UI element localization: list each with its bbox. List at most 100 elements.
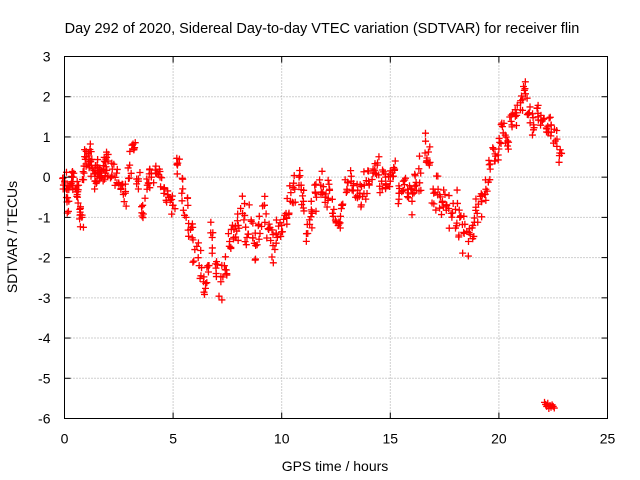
data-point-cloud: [295, 181, 303, 189]
data-point-cloud: [261, 192, 269, 200]
data-point-cloud: [272, 239, 280, 247]
data-point-cloud: [68, 168, 76, 176]
data-point-cloud: [540, 115, 548, 123]
data-point-cloud: [453, 199, 461, 207]
data-point-cloud: [468, 224, 476, 232]
data-point-cloud: [277, 228, 285, 236]
data-point-cloud: [502, 133, 510, 141]
data-point-cloud: [185, 220, 193, 228]
data-point-cloud: [181, 211, 189, 219]
data-point-cloud: [272, 231, 280, 239]
x-tick-label: 15: [383, 431, 399, 447]
data-point-cloud: [408, 185, 416, 193]
data-point-cloud: [223, 270, 231, 278]
data-point-cloud: [296, 172, 304, 180]
data-point-cloud: [408, 211, 416, 219]
data-point-cloud: [103, 153, 111, 161]
data-point-cloud: [122, 202, 130, 210]
data-point: [451, 205, 459, 213]
data-point-cloud: [452, 224, 460, 232]
data-point: [456, 213, 464, 221]
data-point: [408, 197, 416, 205]
data-point-cloud: [342, 188, 350, 196]
data-point-cloud: [251, 255, 259, 263]
data-point: [378, 177, 386, 185]
data-point-cloud: [160, 184, 168, 192]
data-point-cloud: [205, 262, 213, 270]
data-point-cloud: [113, 165, 121, 173]
data-point-cloud: [324, 176, 332, 184]
data-point-cloud: [146, 184, 154, 192]
data-point-cloud: [329, 212, 337, 220]
data-point-cloud: [307, 213, 315, 221]
data-point: [421, 149, 429, 157]
data-point-cloud: [312, 207, 320, 215]
data-point-cloud: [146, 165, 154, 173]
data-point-cloud: [523, 111, 531, 119]
y-tick-label: -1: [38, 209, 51, 225]
data-point-cloud: [324, 196, 332, 204]
data-point-cloud: [517, 99, 525, 107]
data-point-cloud: [87, 172, 95, 180]
data-point-cloud: [478, 198, 486, 206]
data-point-cloud: [173, 170, 181, 178]
data-point-cloud: [204, 268, 212, 276]
data-point-cloud: [513, 111, 521, 119]
data-point-cloud: [298, 201, 306, 209]
data-point-cloud: [138, 203, 146, 211]
data-point-cloud: [169, 201, 177, 209]
data-point-cloud: [268, 253, 276, 261]
data-point-cloud: [194, 239, 202, 247]
data-point-cloud: [269, 259, 277, 267]
data-point-cloud: [546, 113, 554, 121]
data-point-cloud: [76, 211, 84, 219]
y-tick-label: -5: [38, 370, 51, 386]
data-point-cloud: [221, 253, 229, 261]
data-point-cloud: [486, 160, 494, 168]
data-point-cloud: [512, 121, 520, 129]
data-point-cloud: [371, 169, 379, 177]
data-point-cloud: [200, 290, 208, 298]
y-tick-label: -2: [38, 250, 51, 266]
data-point-cloud: [318, 167, 326, 175]
data-point-cloud: [395, 182, 403, 190]
data-point-cloud: [291, 198, 299, 206]
y-tick-label: -4: [38, 330, 51, 346]
data-point-cloud: [242, 241, 250, 249]
data-point-cloud: [376, 189, 384, 197]
data-point-cloud: [337, 212, 345, 220]
data-point-cloud: [556, 146, 564, 154]
data-point-cloud: [416, 179, 424, 187]
data-point-cloud: [316, 176, 324, 184]
data-point-cloud: [103, 166, 111, 174]
data-point-cloud: [84, 150, 92, 158]
data-point-cloud: [343, 187, 351, 195]
data-point-cloud: [482, 196, 490, 204]
data-point-cloud: [322, 190, 330, 198]
data-point-cloud: [421, 129, 429, 137]
data-point-cloud: [253, 241, 261, 249]
data-point-cloud: [255, 212, 263, 220]
data-point-cloud: [405, 194, 413, 202]
data-point-cloud: [523, 94, 531, 102]
data-point-cloud: [357, 203, 365, 211]
data-point-cloud: [478, 213, 486, 221]
data-point-cloud: [179, 185, 187, 193]
data-point-cloud: [319, 189, 327, 197]
data-point: [291, 185, 299, 193]
data-point-cloud: [424, 148, 432, 156]
data-point-cloud: [202, 280, 210, 288]
data-point: [80, 169, 88, 177]
data-point-cloud: [136, 168, 144, 176]
data-point-cloud: [438, 199, 446, 207]
data-point-cloud: [425, 159, 433, 167]
data-point-cloud: [94, 156, 102, 164]
data-point-cloud: [117, 185, 125, 193]
data-point-cloud: [74, 199, 82, 207]
data-point-cloud: [437, 211, 445, 219]
data-point-cloud: [375, 153, 383, 161]
data-point-cloud: [263, 234, 271, 242]
data-point-cloud: [79, 168, 87, 176]
data-point-cloud: [472, 195, 480, 203]
